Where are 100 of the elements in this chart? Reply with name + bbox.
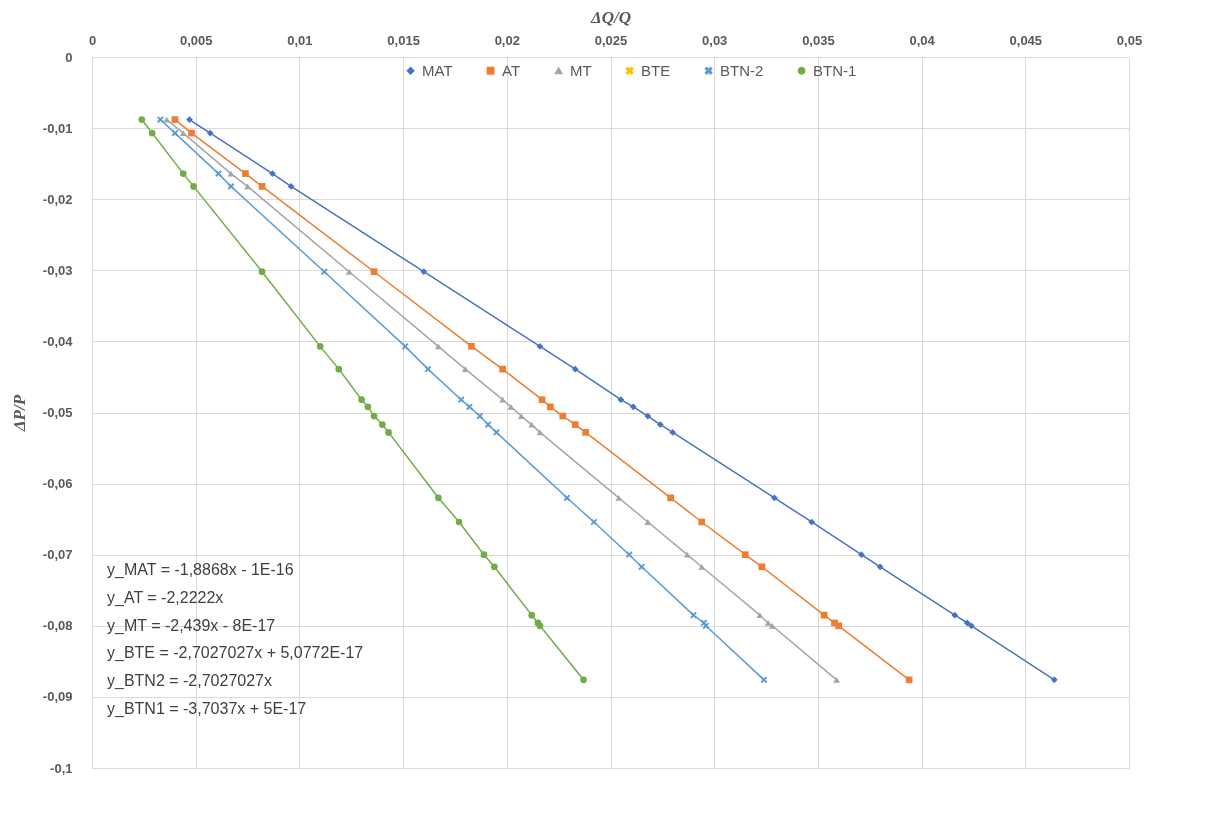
- point: [644, 412, 652, 420]
- point: [499, 365, 507, 373]
- point: [466, 403, 473, 411]
- point: [905, 676, 913, 684]
- point: [316, 343, 324, 350]
- y-tick-label: -0,03: [42, 262, 73, 278]
- point: [559, 412, 567, 420]
- point: [476, 412, 484, 420]
- point: [571, 421, 579, 428]
- point: [528, 611, 536, 619]
- point: [741, 551, 749, 559]
- point: [582, 429, 589, 436]
- point: [379, 421, 386, 428]
- point: [968, 622, 975, 630]
- y-tick-label: -0,02: [42, 191, 73, 207]
- point: [538, 396, 546, 404]
- point: [468, 343, 475, 350]
- point: [227, 170, 235, 177]
- point: [547, 403, 554, 411]
- y-tick-label: -0,01: [42, 120, 73, 136]
- point: [358, 396, 365, 404]
- x-tick-label: 0,01: [287, 32, 313, 48]
- point: [951, 611, 959, 619]
- x-tick-label: 0: [88, 32, 97, 48]
- annotation: y_BTN2 = -2,7027027x: [107, 672, 272, 691]
- x-tick-label: 0,025: [594, 32, 628, 48]
- point: [186, 116, 193, 123]
- legend-label: MAT: [422, 61, 453, 79]
- point: [590, 518, 598, 526]
- point: [370, 268, 378, 276]
- point: [563, 494, 571, 502]
- x-tick-label: 0,035: [802, 32, 835, 48]
- point: [461, 366, 469, 373]
- point: [287, 183, 295, 190]
- legend-label: BTE: [641, 61, 671, 79]
- y-tick-label: -0,1: [50, 760, 73, 776]
- point: [215, 170, 222, 177]
- point: [808, 518, 816, 526]
- legend-label: BTN-1: [813, 61, 857, 79]
- point: [683, 551, 691, 558]
- point: [669, 429, 677, 436]
- annotation: y_MT = -2,439x - 8E-17: [107, 616, 276, 635]
- point: [364, 403, 372, 411]
- point: [385, 429, 392, 436]
- point: [493, 429, 500, 436]
- point: [370, 412, 378, 420]
- x-axis-title: ΔQ/Q: [590, 7, 631, 27]
- point: [571, 365, 579, 373]
- x-tick-label: 0,005: [179, 32, 213, 48]
- x-tick-label: 0,04: [909, 32, 936, 48]
- point: [698, 563, 706, 570]
- y-tick-label: -0,04: [42, 333, 74, 349]
- legend-label: BTN-2: [720, 61, 764, 79]
- point: [258, 183, 266, 190]
- point: [638, 563, 645, 571]
- point: [491, 563, 498, 571]
- point: [625, 551, 633, 559]
- point: [667, 494, 674, 502]
- point: [206, 129, 214, 137]
- point: [768, 622, 776, 629]
- point: [644, 519, 652, 525]
- y-tick-label: -0,06: [42, 476, 73, 492]
- y-axis-title: ΔP/P: [9, 394, 29, 433]
- point: [963, 619, 971, 627]
- point: [424, 365, 432, 373]
- point: [770, 494, 778, 502]
- point: [157, 116, 164, 123]
- point: [833, 676, 840, 683]
- point: [690, 611, 697, 619]
- point: [629, 403, 637, 411]
- y-tick-label: -0,05: [42, 405, 73, 420]
- legend-label: MT: [570, 61, 592, 79]
- point: [480, 551, 488, 559]
- point: [401, 343, 409, 350]
- x-tick-label: 0,05: [1116, 32, 1143, 48]
- point: [269, 170, 276, 177]
- point: [345, 268, 353, 275]
- annotation: y_BTE = -2,7027027x + 5,0772E-17: [107, 644, 364, 663]
- x-tick-label: 0,03: [702, 32, 728, 48]
- point: [435, 494, 442, 502]
- point: [320, 268, 328, 276]
- point: [499, 396, 507, 403]
- point: [171, 129, 179, 137]
- legend-label: AT: [502, 61, 521, 79]
- annotation: y_MAT = -1,8868x - 1E-16: [107, 561, 294, 579]
- point: [190, 183, 197, 190]
- point: [876, 563, 884, 571]
- point: [258, 268, 266, 276]
- point: [242, 170, 249, 177]
- point: [764, 620, 772, 626]
- point: [536, 343, 544, 350]
- point: [179, 130, 187, 136]
- annotation: y_AT = -2,2222x: [107, 588, 224, 607]
- point: [536, 429, 544, 436]
- point: [835, 622, 842, 630]
- point: [517, 413, 525, 419]
- point: [698, 518, 706, 526]
- point: [457, 396, 465, 404]
- point: [758, 563, 766, 571]
- y-tick-label: -0,09: [42, 689, 73, 705]
